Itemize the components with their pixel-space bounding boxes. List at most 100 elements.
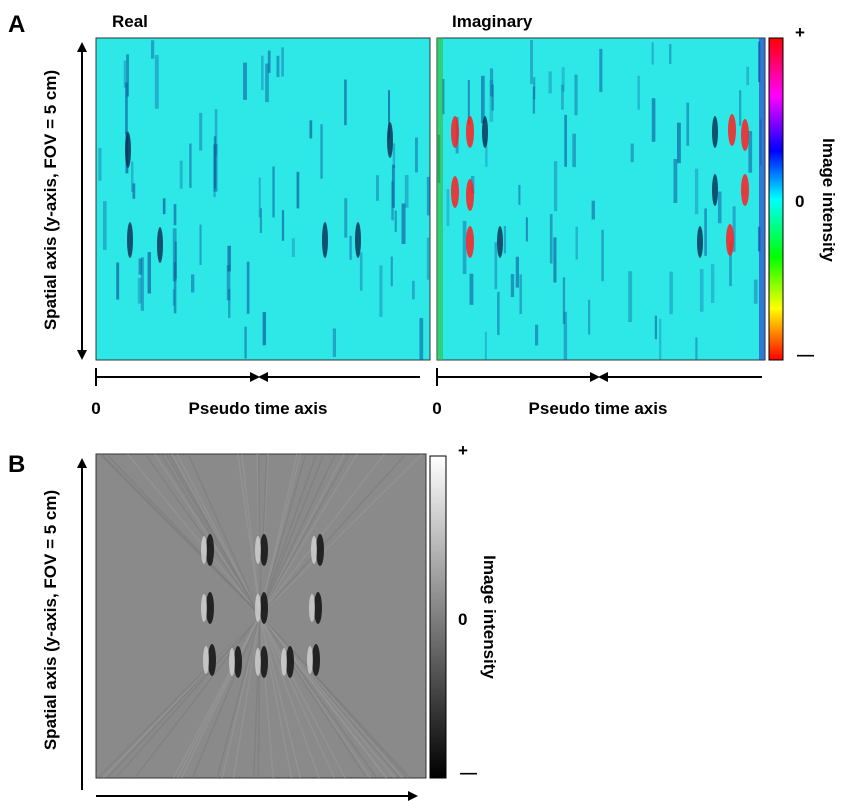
texture-mark <box>259 614 336 778</box>
texture-mark <box>561 84 564 110</box>
texture-mark <box>466 116 474 148</box>
texture-mark <box>628 271 633 323</box>
texture-mark <box>322 222 328 258</box>
texture-mark <box>226 265 231 301</box>
texture-mark <box>127 454 261 616</box>
texture-mark <box>344 79 347 126</box>
texture-mark <box>221 614 261 778</box>
texture-mark <box>214 109 218 156</box>
texture-mark <box>150 40 155 59</box>
texture-mark <box>179 160 183 189</box>
texture-mark <box>281 210 285 241</box>
texture-mark <box>276 55 280 78</box>
colorbar-tick: + <box>458 441 468 460</box>
time-axis-start: 0 <box>432 399 441 418</box>
texture-mark <box>260 534 268 566</box>
image-texture <box>98 40 430 360</box>
texture-mark <box>404 174 409 208</box>
colorbar-label: Image intensity <box>480 555 499 679</box>
texture-mark <box>154 454 261 616</box>
texture-mark <box>441 78 445 115</box>
texture-mark <box>286 646 294 678</box>
texture-mark <box>359 252 363 291</box>
panel-title: Real <box>112 12 148 31</box>
panel-label: A <box>8 11 25 38</box>
texture-mark <box>147 252 151 294</box>
texture-mark <box>630 143 634 163</box>
texture-mark <box>173 261 177 314</box>
texture-mark <box>387 122 393 158</box>
texture-mark <box>601 229 604 282</box>
colorbar-tick: + <box>795 23 805 42</box>
texture-mark <box>100 454 261 616</box>
texture-mark <box>668 44 672 64</box>
texture-mark <box>123 60 127 88</box>
texture-mark <box>525 217 528 242</box>
texture-mark <box>168 454 261 616</box>
texture-mark <box>390 256 393 287</box>
texture-mark <box>654 315 657 340</box>
texture-mark <box>695 337 698 360</box>
texture-mark <box>759 38 765 360</box>
image-texture <box>437 38 765 360</box>
texture-mark <box>98 147 102 181</box>
texture-mark <box>548 71 552 94</box>
texture-mark <box>316 534 324 566</box>
texture-mark <box>173 204 177 226</box>
texture-mark <box>446 189 450 227</box>
texture-mark <box>741 119 749 151</box>
texture-mark <box>391 164 395 208</box>
texture-mark <box>259 454 350 616</box>
texture-mark <box>255 594 261 622</box>
texture-mark <box>574 74 578 116</box>
texture-mark <box>255 648 261 676</box>
texture-mark <box>259 614 411 778</box>
texture-mark <box>726 224 734 256</box>
texture-mark <box>588 299 591 335</box>
texture-mark <box>206 534 214 566</box>
texture-mark <box>243 62 247 100</box>
texture-mark <box>379 265 383 317</box>
texture-mark <box>563 311 568 360</box>
texture-mark <box>510 274 515 298</box>
texture-mark <box>411 280 415 300</box>
texture-mark <box>489 80 494 122</box>
texture-mark <box>311 536 317 564</box>
texture-mark <box>140 257 144 311</box>
texture-mark <box>228 289 231 318</box>
texture-mark <box>732 206 736 252</box>
texture-mark <box>157 227 163 263</box>
texture-mark <box>564 114 567 167</box>
texture-mark <box>515 256 519 288</box>
texture-mark <box>497 291 500 336</box>
texture-mark <box>191 274 195 293</box>
texture-mark <box>191 614 261 778</box>
texture-mark <box>637 75 640 110</box>
texture-mark <box>126 54 129 97</box>
texture-mark <box>103 201 107 250</box>
texture-mark <box>401 203 406 244</box>
texture-mark <box>187 454 261 616</box>
texture-mark <box>199 112 203 151</box>
texture-mark <box>307 646 313 674</box>
texture-mark <box>116 262 120 300</box>
texture-mark <box>259 614 403 778</box>
texture-mark <box>203 646 209 674</box>
texture-mark <box>259 614 368 778</box>
texture-mark <box>704 208 707 256</box>
texture-mark <box>255 536 261 564</box>
texture-mark <box>518 184 521 205</box>
texture-mark <box>426 176 430 216</box>
image-texture <box>97 454 423 778</box>
texture-mark <box>469 273 474 305</box>
texture-mark <box>534 324 539 346</box>
colorbar <box>429 455 447 779</box>
texture-mark <box>267 50 271 73</box>
y-axis-label: Spatial axis (y-axis, FOV = 5 cm) <box>41 490 60 750</box>
texture-mark <box>491 84 494 111</box>
colorbar-label: Image intensity <box>819 138 838 262</box>
real-image <box>95 37 431 361</box>
texture-mark <box>115 614 261 778</box>
panel-title: Imaginary <box>452 12 533 31</box>
texture-mark <box>651 98 656 142</box>
